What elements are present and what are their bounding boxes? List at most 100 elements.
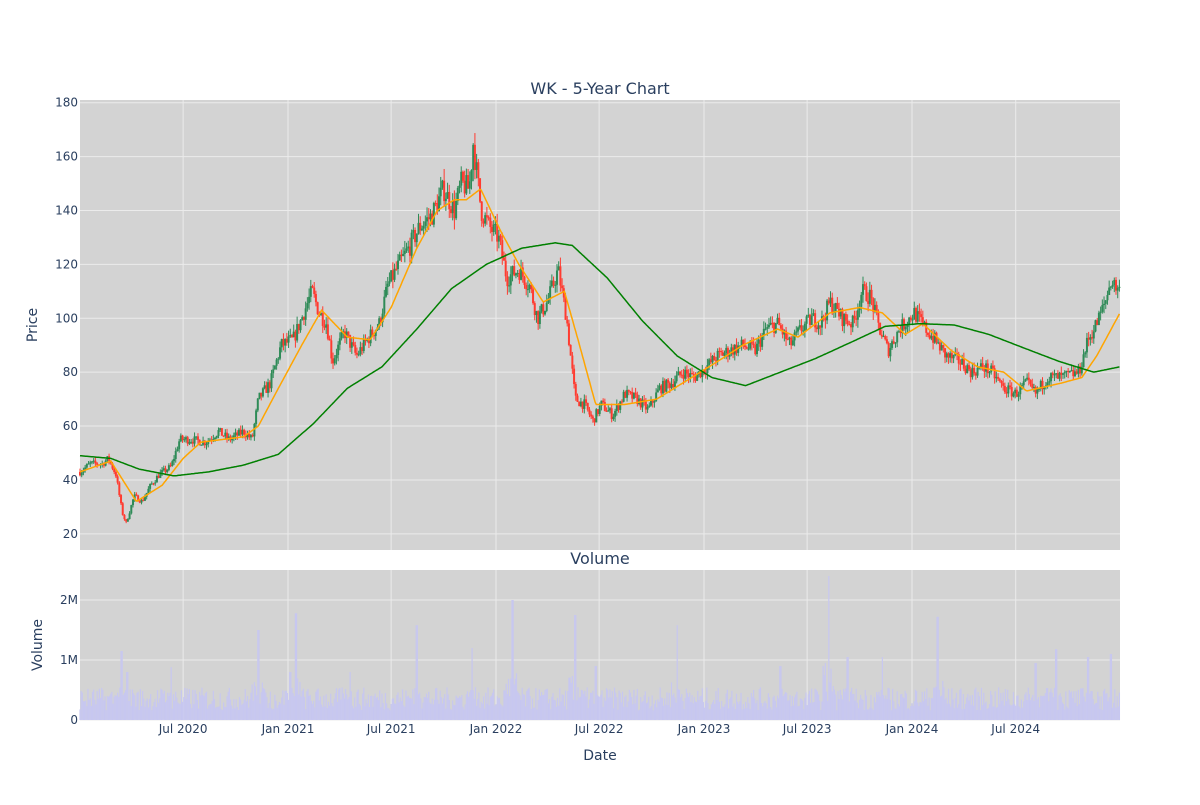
- volume-bar: [1093, 704, 1095, 720]
- candle-body: [494, 224, 497, 226]
- candle-body: [626, 389, 629, 398]
- candle-body: [875, 304, 878, 312]
- volume-bar: [331, 703, 333, 720]
- volume-bar: [488, 705, 490, 720]
- candle-body: [790, 337, 793, 346]
- candle-body: [195, 436, 198, 438]
- volume-bar: [275, 700, 277, 720]
- volume-bar: [392, 698, 395, 720]
- volume-bar: [195, 693, 197, 720]
- volume-bar: [335, 688, 338, 720]
- volume-plot-area: [80, 570, 1120, 720]
- volume-bar: [235, 699, 237, 720]
- volume-bar: [570, 682, 572, 720]
- volume-bar: [334, 693, 336, 720]
- volume-bar: [796, 691, 798, 720]
- volume-bar: [301, 690, 303, 720]
- candle-body: [815, 327, 818, 330]
- volume-bar: [482, 696, 485, 720]
- volume-bar: [102, 689, 104, 720]
- volume-bar: [928, 697, 930, 720]
- volume-bar: [972, 705, 975, 720]
- volume-bar: [863, 709, 865, 720]
- candle-body: [998, 378, 1001, 382]
- volume-bar: [191, 708, 193, 720]
- candle-body: [155, 476, 158, 483]
- volume-bar: [600, 694, 602, 720]
- candle-body: [593, 418, 596, 423]
- candle-body: [398, 254, 401, 261]
- candle-body: [191, 441, 194, 444]
- candle-body: [873, 304, 876, 312]
- volume-bar: [637, 710, 640, 720]
- volume-bar: [134, 695, 136, 720]
- candle-body: [716, 350, 719, 362]
- volume-bar: [770, 707, 772, 720]
- volume-bar: [469, 692, 471, 720]
- volume-bar: [327, 701, 330, 720]
- volume-bar: [747, 697, 749, 720]
- volume-bar: [1028, 694, 1030, 720]
- volume-bar: [250, 692, 252, 720]
- candle-body: [933, 332, 936, 343]
- volume-bar: [839, 689, 841, 720]
- candle-body: [468, 181, 471, 189]
- candle-body: [403, 250, 406, 254]
- volume-bar: [618, 690, 620, 720]
- candle-body: [923, 321, 926, 323]
- candle-body: [290, 335, 293, 338]
- volume-bar: [909, 709, 911, 720]
- candle-body: [714, 360, 717, 362]
- volume-bar: [476, 705, 478, 720]
- volume-bar: [338, 689, 340, 720]
- volume-bar: [437, 699, 439, 720]
- volume-bar: [454, 705, 456, 720]
- volume-bar: [585, 696, 587, 720]
- price-y-tick-label: 160: [55, 150, 78, 164]
- volume-bar: [901, 693, 903, 720]
- volume-bar: [315, 691, 317, 720]
- volume-bar: [290, 672, 292, 720]
- volume-bar: [893, 701, 895, 720]
- candle-body: [993, 368, 996, 379]
- volume-bar: [122, 694, 124, 720]
- volume-bar: [1041, 696, 1043, 720]
- volume-bars: [79, 576, 1121, 720]
- volume-bar: [1010, 705, 1012, 720]
- candle-body: [776, 317, 779, 323]
- volume-bar: [461, 695, 463, 720]
- candle-body: [957, 353, 960, 364]
- candle-body: [1103, 303, 1106, 306]
- volume-bar: [886, 698, 888, 720]
- volume-bar: [348, 696, 350, 720]
- candle-body: [644, 401, 647, 410]
- volume-bar: [906, 708, 909, 720]
- candle-body: [908, 317, 911, 326]
- volume-bar: [433, 699, 436, 720]
- candle-body: [357, 354, 360, 356]
- volume-bar: [1045, 688, 1048, 720]
- candle-body: [1084, 352, 1087, 355]
- candle-body: [1104, 300, 1107, 304]
- volume-bar: [631, 697, 633, 720]
- candle-body: [1031, 383, 1034, 388]
- candle-body: [313, 287, 316, 295]
- candle-body: [740, 339, 743, 346]
- volume-bar: [514, 678, 516, 720]
- volume-bar: [966, 697, 968, 720]
- volume-bar: [742, 703, 744, 720]
- candle-body: [273, 365, 276, 370]
- volume-bar: [950, 706, 952, 720]
- candle-body: [711, 355, 714, 363]
- volume-bar: [166, 700, 168, 720]
- volume-bar: [395, 703, 397, 720]
- candle-body: [892, 341, 895, 344]
- candle-body: [367, 338, 370, 344]
- volume-bar: [428, 691, 430, 720]
- candle-body: [526, 289, 529, 291]
- volume-bar: [564, 690, 567, 720]
- volume-bar: [120, 651, 122, 720]
- volume-bar: [836, 710, 838, 720]
- volume-bar: [139, 689, 142, 720]
- volume-bar: [566, 709, 568, 720]
